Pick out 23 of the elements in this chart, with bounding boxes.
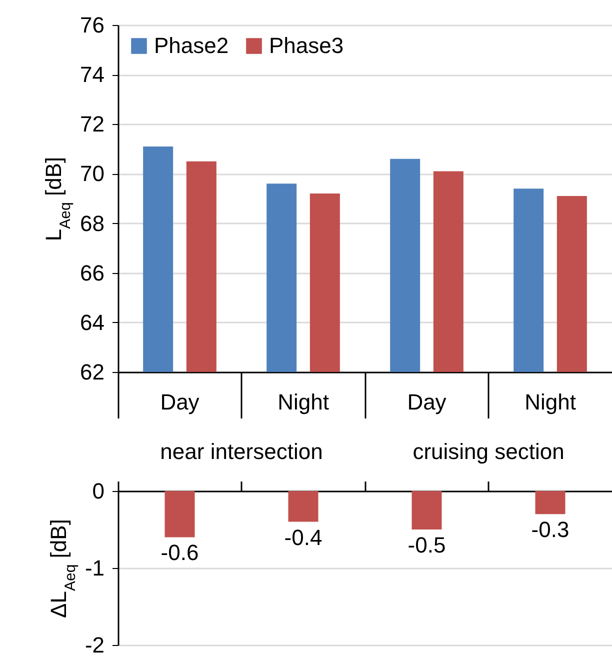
x-tick-label: Day [407,390,446,414]
y-tick-label: -1 [84,556,104,580]
x-tick-label: Night [524,390,576,414]
y-tick-label: 76 [80,12,104,38]
legend-label: Phase2 [154,33,229,58]
text: near intersection [160,439,323,464]
y-tick-label: 68 [80,210,104,236]
y-tick-label: 66 [80,260,104,286]
y-tick-label: 74 [80,62,104,88]
data-label: -0.3 [531,517,570,542]
y-tick-label: 62 [80,360,104,384]
text: cruising section [412,439,564,464]
data-label: -0.5 [408,532,446,558]
y-tick-label: 64 [80,310,104,335]
x-tick-label: Night [278,390,329,414]
y-tick-label: 72 [80,112,104,137]
y-tick-label: 0 [92,478,104,504]
y-tick-label: 70 [80,161,104,186]
y-tick-label: -2 [84,632,104,657]
legend-label: Phase3 [269,33,344,58]
x-tick-label: Day [160,390,200,414]
data-label: -0.4 [284,524,322,550]
data-label: -0.6 [160,540,199,566]
